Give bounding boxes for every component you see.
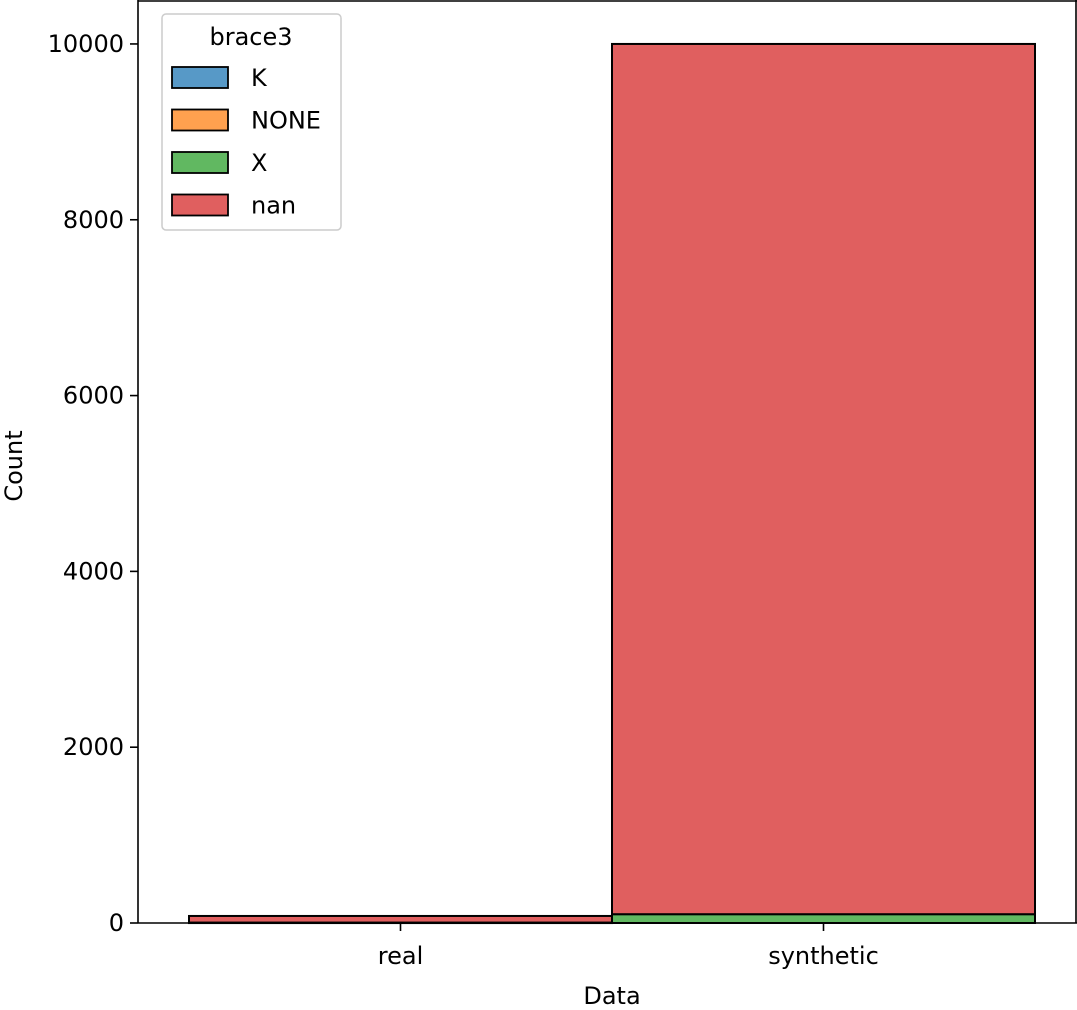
legend-label-nan: nan xyxy=(251,192,296,220)
legend-swatch-none xyxy=(171,108,229,132)
legend-label-x: X xyxy=(251,149,267,177)
bar-synthetic-nan xyxy=(611,42,1036,916)
legend-swatch-nan xyxy=(171,193,229,217)
y-tick-label: 6000 xyxy=(63,382,124,410)
legend-swatch-x xyxy=(171,151,229,174)
axes: real synthetic 0 2000 4000 6000 8000 10000 xyxy=(48,0,1077,970)
legend-label-none: NONE xyxy=(251,107,321,135)
y-tick-label: 0 xyxy=(109,909,124,937)
y-axis-label: Count xyxy=(0,430,28,501)
legend-swatch-k xyxy=(171,66,229,89)
x-axis-label: Data xyxy=(583,982,640,1010)
bar-real-nan xyxy=(188,914,613,924)
x-tick-label: real xyxy=(378,942,423,970)
bars xyxy=(188,42,1036,925)
y-tick-label: 2000 xyxy=(63,733,124,761)
y-tick-label: 4000 xyxy=(63,557,124,585)
y-tick-label: 10000 xyxy=(48,30,124,58)
legend-title: brace3 xyxy=(209,23,292,51)
x-tick-label: synthetic xyxy=(768,942,879,970)
bar-synthetic-x xyxy=(611,913,1036,925)
y-tick-label: 8000 xyxy=(63,206,124,234)
legend-label-k: K xyxy=(251,64,268,92)
